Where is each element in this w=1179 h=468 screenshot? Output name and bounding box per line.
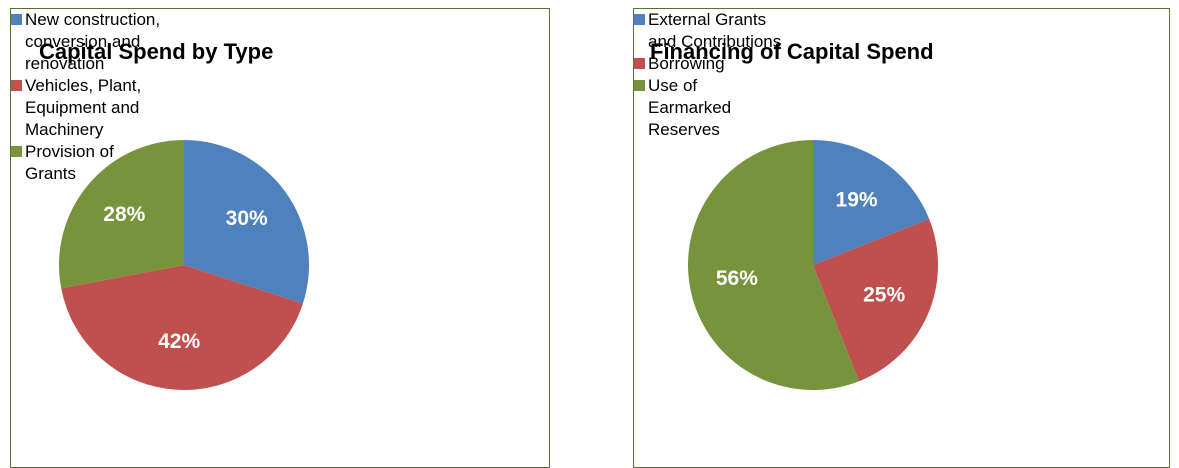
legend-item: New construction, conversion and renovat… — [11, 9, 161, 75]
legend-label: New construction, conversion and renovat… — [25, 10, 161, 73]
chart-panel: 30% 42% 28% New construction, conversion an… — [10, 8, 550, 468]
legend-item: External Grants and Contributions — [634, 9, 784, 53]
legend-label: Use of Earmarked Reserves — [648, 76, 732, 139]
legend-label: Vehicles, Plant, Equipment and Machinery — [25, 76, 142, 139]
legend-item: Borrowing — [634, 53, 784, 75]
pie-slice — [58, 140, 184, 289]
pie-slice — [184, 140, 309, 304]
pie-slice — [61, 265, 303, 390]
page: 30% 42% 28% New construction, conversion an… — [10, 8, 1170, 468]
legend: External Grants and Contributions Borrowi… — [634, 9, 784, 321]
legend-swatch — [634, 58, 645, 69]
legend-item: Provision of Grants — [11, 141, 161, 185]
pie-slice — [688, 140, 860, 390]
legend-label: External Grants and Contributions — [648, 10, 782, 51]
data-label: 25% — [863, 283, 905, 306]
data-label: 30% — [226, 207, 268, 230]
data-label: 19% — [836, 188, 878, 211]
legend-item: Vehicles, Plant, Equipment and Machinery — [11, 75, 161, 141]
pie-chart: 19% 25% 56% — [688, 140, 938, 390]
data-label: 56% — [716, 267, 758, 290]
legend-swatch — [11, 80, 22, 91]
legend-swatch — [11, 14, 22, 25]
pie-chart: 30% 42% 28% — [58, 140, 309, 390]
legend-swatch — [634, 14, 645, 25]
pie-slice — [813, 218, 938, 382]
legend-swatch — [11, 146, 22, 157]
chart-title: Financing of Capital Spend — [650, 39, 934, 64]
legend-label: Provision of Grants — [25, 142, 114, 183]
data-label: 28% — [103, 203, 145, 226]
legend: New construction, conversion and renovat… — [11, 9, 161, 329]
legend-label: Borrowing — [648, 54, 725, 73]
chart-panel: 19% 25% 56% External Grants and Contributio… — [633, 8, 1170, 468]
legend-swatch — [634, 80, 645, 91]
pie-slice — [813, 140, 930, 265]
data-label: 42% — [158, 330, 200, 353]
legend-item: Use of Earmarked Reserves — [634, 75, 784, 141]
chart-title: Capital Spend by Type — [39, 39, 274, 64]
